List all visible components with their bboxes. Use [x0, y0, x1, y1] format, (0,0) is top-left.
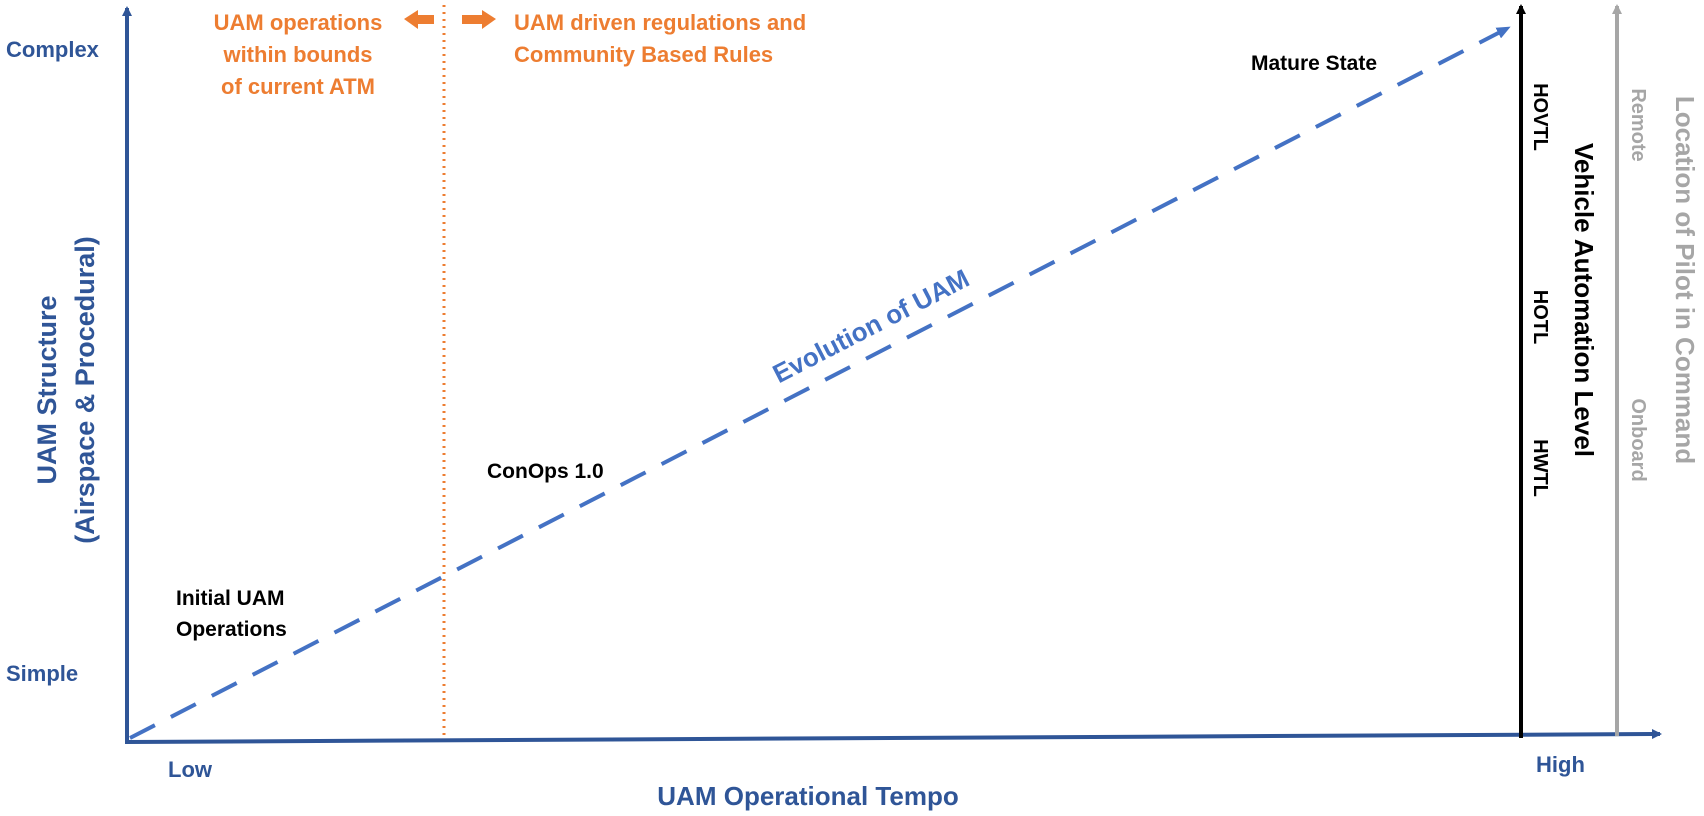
y-axis-bottom-label: Simple	[6, 661, 78, 686]
pilot-location-remote: Remote	[1627, 88, 1649, 161]
milestone-conops: ConOps 1.0	[487, 460, 604, 483]
x-axis-title: UAM Operational Tempo	[657, 781, 958, 811]
x-axis-right-label: High	[1536, 752, 1585, 777]
milestone-mature: Mature State	[1251, 52, 1377, 75]
evolution-label: Evolution of UAM	[768, 263, 974, 389]
milestone-initial-line2: Operations	[176, 618, 287, 641]
x-axis-line	[124, 729, 1662, 744]
boundary-right-line1: UAM driven regulations and	[514, 10, 806, 35]
x-axis-left-label: Low	[168, 757, 213, 782]
automation-level-hovtl: HOVTL	[1529, 83, 1551, 151]
automation-title: Vehicle Automation Level	[1569, 143, 1599, 457]
boundary-right-line2: Community Based Rules	[514, 42, 773, 67]
evolution-dashed-arrow	[129, 26, 1511, 740]
milestone-initial-line1: Initial UAM	[176, 587, 285, 610]
pilot-title: Location of Pilot in Command	[1670, 96, 1700, 464]
boundary-left-line3: of current ATM	[221, 74, 375, 99]
pilot-location-onboard: Onboard	[1627, 398, 1649, 481]
y-axis-title-line1: UAM Structure	[32, 295, 62, 484]
y-axis-top-label: Complex	[6, 37, 100, 62]
boundary-left-line1: UAM operations	[214, 10, 383, 35]
automation-level-hotl: HOTL	[1529, 290, 1551, 344]
y-axis-title-line2: (Airspace & Procedural)	[70, 236, 100, 544]
arrow-left-icon	[404, 10, 434, 29]
arrow-right-icon	[462, 10, 496, 29]
boundary-left-line2: within bounds	[222, 42, 372, 67]
automation-level-hwtl: HWTL	[1529, 439, 1551, 497]
